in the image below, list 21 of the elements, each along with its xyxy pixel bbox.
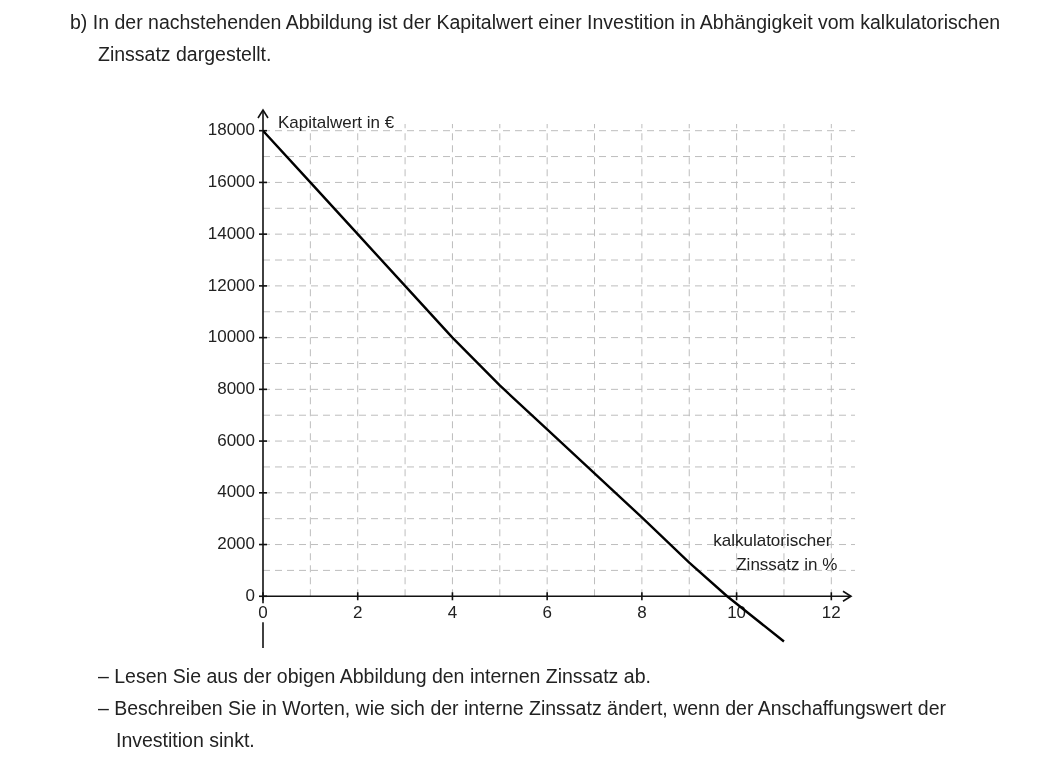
chart-title: b) In der nachstehenden Abbildung ist der Kapitalwert einer Investition in Abhängigkeit vom kalkulatorischen Zinssatz dargestellt. bbox=[70, 10, 1002, 67]
y-tick-label: 0 bbox=[245, 585, 255, 605]
y-tick-label: 8000 bbox=[217, 379, 255, 399]
x-tick-label: 8 bbox=[637, 603, 647, 623]
y-tick-label: 2000 bbox=[217, 534, 255, 554]
x-axis-title: kalkulatorischer Zinssatz in % bbox=[713, 531, 838, 575]
text: – Lesen Sie aus der obigen Abbildung den internen Zinssatz ab. bbox=[98, 664, 652, 689]
y-tick-label: 14000 bbox=[207, 223, 255, 243]
y-tick-label: 4000 bbox=[217, 482, 255, 502]
x-tick-label: 2 bbox=[352, 603, 363, 623]
y-tick-label: 16000 bbox=[207, 172, 255, 192]
y-tick-label: 6000 bbox=[217, 430, 255, 450]
x-tick-label: 6 bbox=[542, 603, 552, 623]
text: – Beschreiben Sie in Worten, wie sich der interne Zinssatz ändert, wenn der Anschaffungswert der Investition sinkt. bbox=[98, 696, 947, 753]
x-tick-label: 4 bbox=[447, 603, 458, 623]
x-tick-label: 12 bbox=[821, 603, 841, 623]
y-tick-label: 10000 bbox=[207, 327, 255, 347]
y-tick-label: 18000 bbox=[207, 120, 255, 140]
x-tick-label: 0 bbox=[258, 603, 268, 623]
y-tick-label: 12000 bbox=[207, 275, 255, 295]
y-axis-title: Kapitalwert in € bbox=[278, 113, 395, 133]
